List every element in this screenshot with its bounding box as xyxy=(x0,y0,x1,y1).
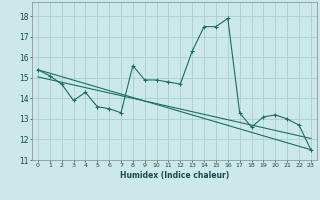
X-axis label: Humidex (Indice chaleur): Humidex (Indice chaleur) xyxy=(120,171,229,180)
